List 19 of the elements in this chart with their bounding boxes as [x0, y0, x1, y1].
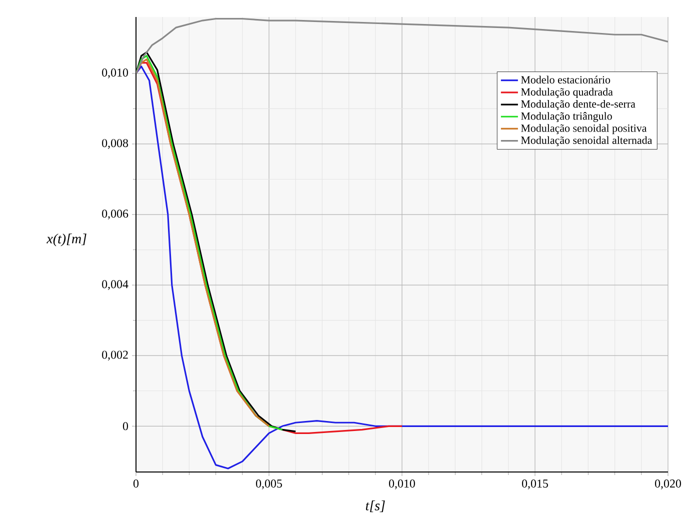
legend-label: Modulação senoidal alternada — [521, 136, 652, 146]
y-tick-label: 0,004 — [102, 280, 128, 290]
y-tick-label: 0,008 — [102, 139, 128, 149]
y-tick-label: 0,010 — [102, 68, 128, 78]
legend-label: Modulação quadrada — [521, 88, 613, 98]
legend-label: Modulação senoidal positiva — [521, 124, 647, 134]
x-tick-label: 0,005 — [256, 480, 282, 490]
x-tick-label: 0 — [133, 480, 139, 488]
y-tick-label: 0,006 — [102, 210, 128, 220]
x-tick-label: 0,020 — [655, 480, 681, 490]
legend-label: Modelo estacionário — [521, 76, 610, 84]
x-axis-title: t[s] — [366, 500, 385, 512]
y-tick-label: 0 — [122, 422, 128, 430]
legend-label: Modulação triângulo — [521, 112, 612, 122]
y-axis-title: x(t)[m] — [46, 234, 86, 246]
y-tick-label: 0,002 — [102, 350, 128, 361]
legend-label: Modulação dente-de-serra — [521, 100, 636, 110]
x-tick-label: 0,010 — [389, 480, 415, 490]
x-tick-label: 0,015 — [522, 480, 548, 490]
